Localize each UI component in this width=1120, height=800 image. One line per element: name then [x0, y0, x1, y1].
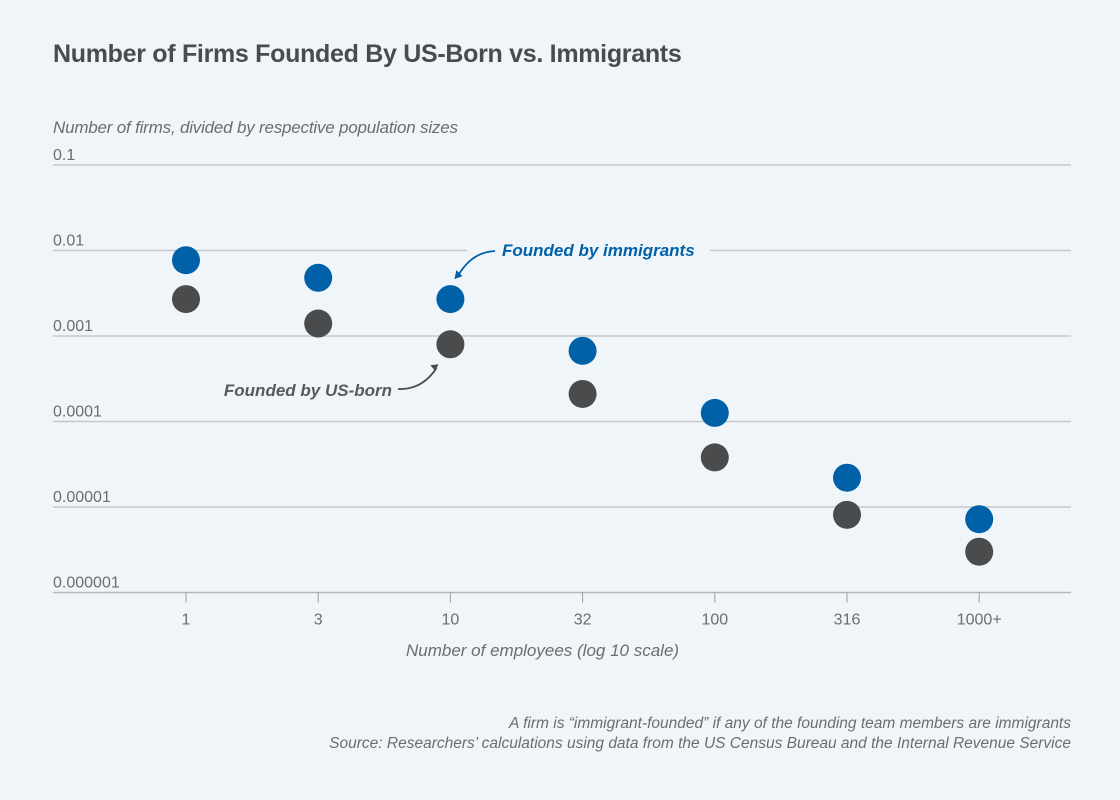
y-tick-label: 0.0001: [53, 404, 102, 421]
data-points: [172, 246, 994, 566]
x-tick-label: 100: [701, 612, 728, 629]
x-tick-label: 316: [834, 612, 861, 629]
us-born-point: [568, 379, 597, 408]
annotation-immigrants: Founded by immigrants: [502, 241, 695, 260]
immigrant-point: [700, 398, 729, 427]
immigrant-point: [833, 463, 861, 492]
chart-title: Number of Firms Founded By US-Born vs. I…: [53, 40, 682, 68]
annotation-arrow-us-born: [397, 367, 438, 390]
gridlines: [53, 164, 1071, 594]
y-tick-label: 0.01: [53, 233, 84, 250]
annotation-arrow-immigrants: [457, 250, 496, 276]
x-tick-label: 1000+: [957, 612, 1002, 629]
us-born-point: [172, 285, 200, 314]
y-tick-label: 0.000001: [53, 575, 120, 592]
y-axis-label: Number of firms, divided by respective p…: [53, 118, 458, 137]
immigrant-point: [172, 246, 200, 275]
x-axis-label: Number of employees (log 10 scale): [406, 641, 680, 660]
arrowhead-icon: [430, 364, 439, 372]
us-born-point: [965, 537, 994, 566]
immigrant-point: [568, 336, 597, 365]
x-tick-label: 1: [182, 612, 191, 629]
x-tick-label: 32: [574, 612, 592, 629]
y-tick-label: 0.1: [53, 147, 75, 164]
annotation-us-born: Founded by US-born: [224, 381, 392, 400]
immigrant-point: [436, 285, 465, 314]
footer-note: A firm is “immigrant-founded” if any of …: [509, 715, 1071, 732]
x-tick-label: 3: [314, 612, 323, 629]
us-born-point: [700, 443, 729, 472]
footer-source: Source: Researchers’ calculations using …: [329, 735, 1071, 752]
immigrant-point: [965, 505, 994, 534]
footer: A firm is “immigrant-founded” if any of …: [329, 714, 1071, 754]
annotations: Founded by immigrants Founded by US-born: [224, 241, 695, 400]
us-born-point: [436, 330, 465, 359]
immigrant-point: [304, 263, 333, 292]
x-ticks: 1 3 10 32 100 316 1000+: [182, 592, 1002, 629]
x-tick-label: 10: [442, 612, 460, 629]
us-born-point: [304, 309, 333, 338]
y-tick-labels: 0.1 0.01 0.001 0.0001 0.00001 0.000001: [53, 147, 120, 592]
y-tick-label: 0.00001: [53, 489, 111, 506]
us-born-point: [833, 500, 861, 529]
arrowhead-icon: [454, 270, 463, 280]
y-tick-label: 0.001: [53, 318, 93, 335]
